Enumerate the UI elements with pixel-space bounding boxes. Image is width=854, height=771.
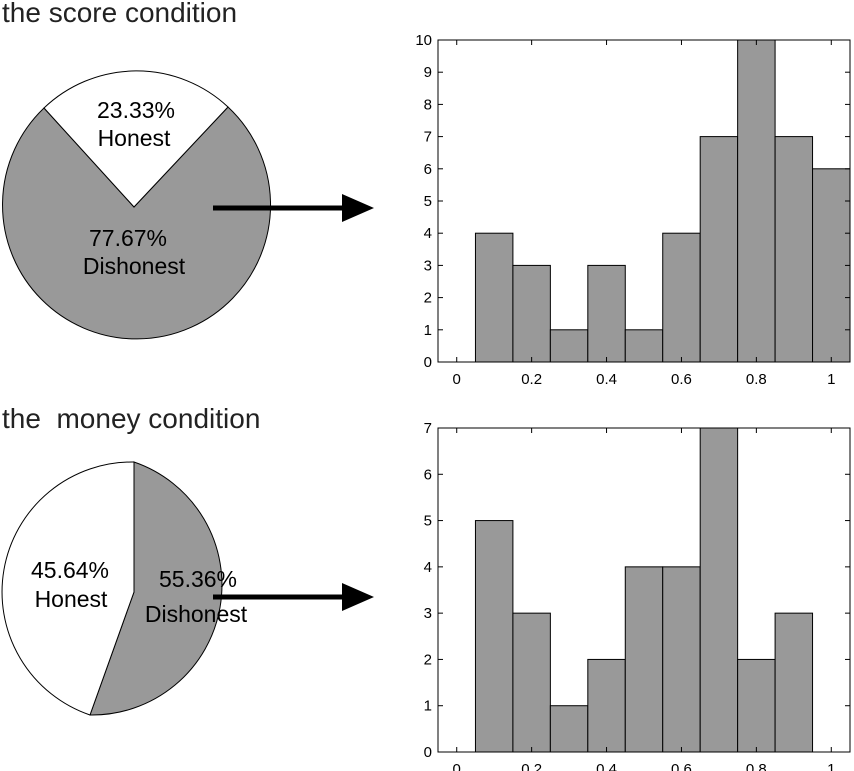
money-hist-bar xyxy=(774,612,814,753)
score-hist-bar xyxy=(812,168,851,363)
score-condition-title: the score condition xyxy=(2,0,237,28)
money-hist-bar xyxy=(662,566,701,753)
score-hist-bar xyxy=(512,264,551,363)
score-hist-bar xyxy=(662,232,701,363)
pie-label-honest: Honest xyxy=(35,586,108,612)
pie-label-dishonest: Dishonest xyxy=(83,253,186,279)
money-histogram: 0 1 2 3 4 5 6 7 0 0.2 0.4 0.6 0.8 1 xyxy=(424,420,851,771)
score-hist-bar xyxy=(737,39,776,363)
money-hist-bar xyxy=(587,658,626,753)
score-hist-bar xyxy=(587,264,626,363)
money-hist-y-tick-label: 3 xyxy=(424,605,432,622)
money-hist-bar xyxy=(699,427,739,753)
pie-slice-honest xyxy=(43,70,229,208)
money-pie-chart: 45.64% Honest 55.36% Dishonest xyxy=(1,461,248,716)
money-hist-x-tick-label: 0 xyxy=(453,761,461,771)
score-hist-y-tick-label: 4 xyxy=(424,225,432,242)
money-hist-x-tick-label: 0.4 xyxy=(596,761,617,771)
score-arrow xyxy=(213,194,374,222)
pie-label-honest-percent: 23.33% xyxy=(97,97,175,123)
money-hist-bar xyxy=(549,705,589,753)
money-hist-bar xyxy=(624,566,664,753)
money-hist-y-tick-label: 7 xyxy=(424,420,432,437)
score-hist-y-tick-label: 10 xyxy=(415,32,432,49)
score-hist-bar xyxy=(699,136,739,363)
money-condition-title: the money condition xyxy=(2,403,260,434)
score-hist-bar xyxy=(774,136,814,363)
pie-label-honest-percent: 45.64% xyxy=(31,557,109,583)
pie-label-dishonest-percent: 77.67% xyxy=(89,225,167,251)
score-pie-chart: 23.33% Honest 77.67% Dishonest xyxy=(2,70,271,340)
score-hist-y-tick-label: 2 xyxy=(424,290,432,307)
pie-slice-dishonest xyxy=(89,461,223,716)
money-hist-bar xyxy=(512,612,551,753)
score-hist-y-tick-label: 0 xyxy=(424,354,432,371)
money-hist-y-tick-label: 4 xyxy=(424,559,432,576)
money-hist-x-tick-label: 0.2 xyxy=(521,761,542,771)
score-hist-y-tick-label: 9 xyxy=(424,64,432,81)
score-hist-bar xyxy=(474,232,514,363)
pie-label-dishonest: Dishonest xyxy=(145,601,248,627)
score-hist-y-tick-label: 5 xyxy=(424,193,432,210)
score-hist-x-tick-label: 0.8 xyxy=(746,371,767,388)
score-hist-x-tick-label: 0.2 xyxy=(521,371,542,388)
money-hist-x-tick-label: 0.6 xyxy=(671,761,692,771)
money-hist-y-tick-label: 6 xyxy=(424,466,432,483)
pie-slice-honest xyxy=(1,461,135,716)
score-hist-y-tick-label: 8 xyxy=(424,96,432,113)
score-hist-x-tick-label: 1 xyxy=(827,371,835,388)
score-hist-bar xyxy=(624,329,664,363)
score-hist-bar xyxy=(549,329,589,363)
score-hist-x-tick-label: 0 xyxy=(453,371,461,388)
money-hist-bar xyxy=(737,658,776,753)
pie-slice-dishonest xyxy=(2,106,271,340)
money-hist-y-tick-label: 5 xyxy=(424,513,432,530)
money-hist-y-tick-label: 0 xyxy=(424,744,432,761)
pie-label-dishonest-percent: 55.36% xyxy=(159,566,237,592)
money-hist-x-tick-label: 1 xyxy=(827,761,835,771)
money-hist-y-tick-label: 2 xyxy=(424,651,432,668)
money-arrow xyxy=(213,583,374,611)
money-hist-y-tick-label: 1 xyxy=(424,698,432,715)
score-hist-y-tick-label: 3 xyxy=(424,257,432,274)
score-hist-y-tick-label: 7 xyxy=(424,129,432,146)
money-hist-bar xyxy=(474,520,514,753)
score-hist-x-tick-label: 0.4 xyxy=(596,371,617,388)
score-hist-x-tick-label: 0.6 xyxy=(671,371,692,388)
score-hist-y-tick-label: 6 xyxy=(424,161,432,178)
score-histogram: 0 1 2 3 4 5 6 7 8 9 10 0 0.2 0.4 0.6 0.8 1 xyxy=(415,32,851,388)
score-hist-y-tick-label: 1 xyxy=(424,322,432,339)
money-hist-x-tick-label: 0.8 xyxy=(746,761,767,771)
pie-label-honest: Honest xyxy=(98,125,171,151)
